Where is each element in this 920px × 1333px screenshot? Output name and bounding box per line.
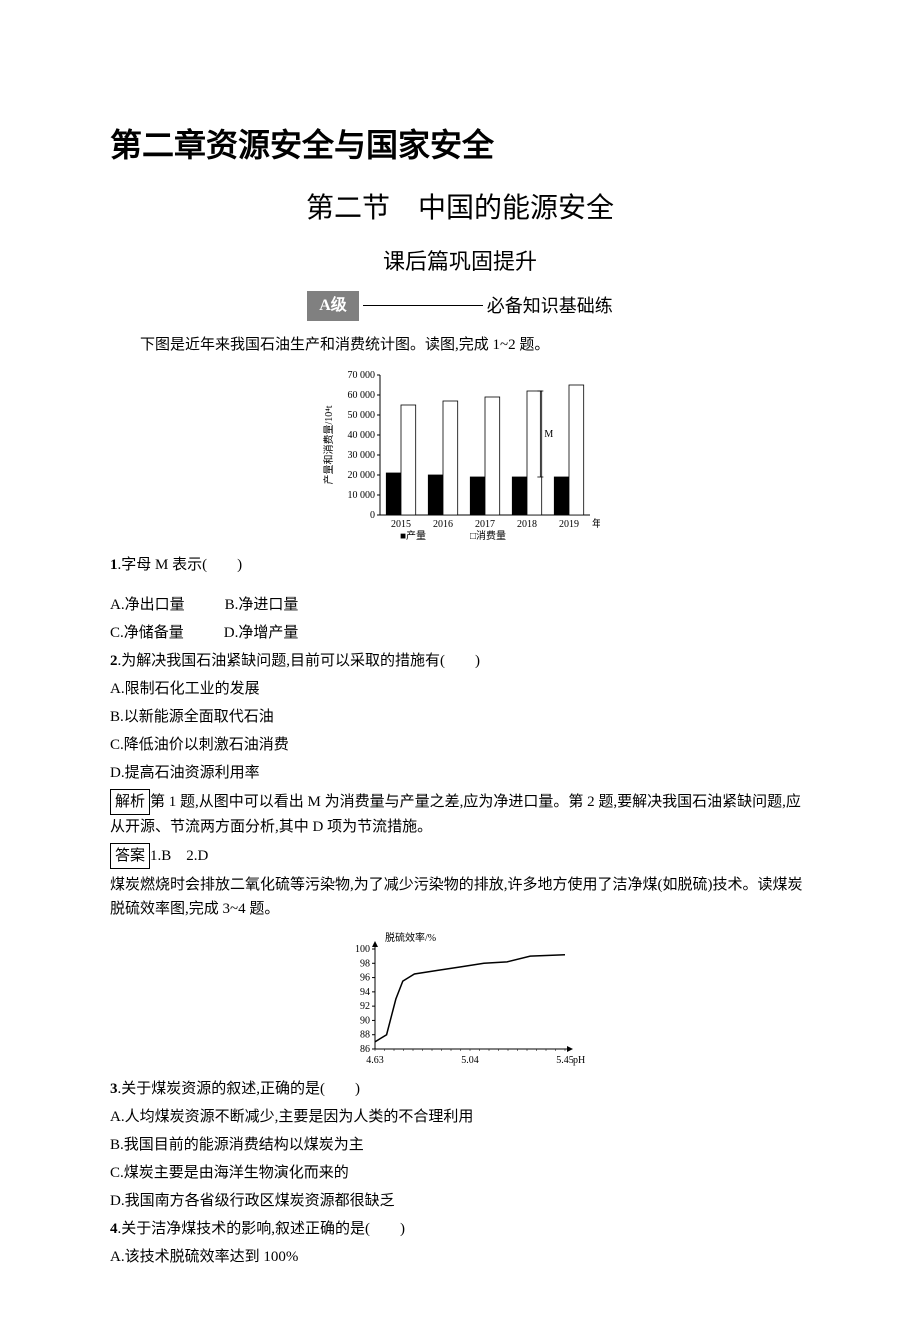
svg-text:□消费量: □消费量 (470, 529, 506, 542)
chart-2-container: 脱硫效率/% 86 88 90 92 94 96 98 100 4.63 5.04 5.45pH (110, 929, 810, 1069)
option-3a: A.人均煤炭资源不断减少,主要是因为人类的不合理利用 (110, 1105, 810, 1129)
svg-text:年份: 年份 (592, 517, 600, 530)
svg-text:2018: 2018 (517, 519, 537, 530)
question-3-text: .关于煤炭资源的叙述,正确的是( ) (118, 1081, 361, 1097)
svg-text:92: 92 (360, 1001, 370, 1012)
svg-text:100: 100 (355, 944, 370, 955)
svg-text:5.45: 5.45 (556, 1055, 574, 1066)
svg-text:5.04: 5.04 (461, 1055, 479, 1066)
svg-text:2017: 2017 (475, 519, 495, 530)
svg-text:50 000: 50 000 (348, 410, 376, 421)
svg-text:60 000: 60 000 (348, 390, 376, 401)
chapter-title: 第二章资源安全与国家安全 (110, 120, 810, 171)
question-4: 4.关于洁净煤技术的影响,叙述正确的是( ) (110, 1217, 810, 1241)
question-3: 3.关于煤炭资源的叙述,正确的是( ) (110, 1077, 810, 1101)
svg-text:40 000: 40 000 (348, 430, 376, 441)
answer-1-text: 1.B 2.D (150, 848, 208, 864)
intro-text-1: 下图是近年来我国石油生产和消费统计图。读图,完成 1~2 题。 (110, 333, 810, 357)
svg-text:90: 90 (360, 1015, 370, 1026)
svg-text:2015: 2015 (391, 519, 411, 530)
svg-text:脱硫效率/%: 脱硫效率/% (385, 931, 436, 944)
question-1-number: 1 (110, 557, 118, 573)
level-badge: A级 (307, 291, 359, 321)
svg-text:20 000: 20 000 (348, 470, 376, 481)
svg-text:96: 96 (360, 972, 370, 983)
svg-text:10 000: 10 000 (348, 490, 376, 501)
intro-text-2: 煤炭燃烧时会排放二氧化硫等污染物,为了减少污染物的排放,许多地方使用了洁净煤(如… (110, 873, 810, 921)
bar-chart: 产量和消费量/10⁴t 0 10 000 20 000 30 000 40 000 50 0… (320, 365, 600, 545)
question-1: 1.字母 M 表示( ) (110, 553, 810, 577)
svg-text:pH: pH (573, 1055, 585, 1066)
svg-text:2016: 2016 (433, 519, 453, 530)
svg-text:88: 88 (360, 1029, 370, 1040)
analysis-1-text: 第 1 题,从图中可以看出 M 为消费量与产量之差,应为净进口量。第 2 题,要… (110, 794, 801, 835)
option-3b: B.我国目前的能源消费结构以煤炭为主 (110, 1133, 810, 1157)
question-1-options-row-2: C.净储备量 D.净增产量 (110, 621, 810, 645)
option-3c: C.煤炭主要是由海洋生物演化而来的 (110, 1161, 810, 1185)
subsection-title: 课后篇巩固提升 (110, 244, 810, 279)
question-2: 2.为解决我国石油紧缺问题,目前可以采取的措施有( ) (110, 649, 810, 673)
option-2d: D.提高石油资源利用率 (110, 761, 810, 785)
level-bar: A级 必备知识基础练 (110, 291, 810, 321)
question-4-text: .关于洁净煤技术的影响,叙述正确的是( ) (118, 1221, 406, 1237)
line-chart: 脱硫效率/% 86 88 90 92 94 96 98 100 4.63 5.04 5.45pH (330, 929, 590, 1069)
svg-text:70 000: 70 000 (348, 370, 376, 381)
level-text: 必备知识基础练 (487, 292, 613, 321)
chart-1-container: 产量和消费量/10⁴t 0 10 000 20 000 30 000 40 000 50 0… (110, 365, 810, 545)
analysis-label: 解析 (110, 789, 150, 815)
option-4a: A.该技术脱硫效率达到 100% (110, 1245, 810, 1269)
question-2-text: .为解决我国石油紧缺问题,目前可以采取的措施有( ) (118, 653, 481, 669)
question-4-number: 4 (110, 1221, 118, 1237)
analysis-1: 解析第 1 题,从图中可以看出 M 为消费量与产量之差,应为净进口量。第 2 题… (110, 789, 810, 839)
svg-text:0: 0 (370, 510, 375, 521)
question-1-text: .字母 M 表示( ) (118, 557, 243, 573)
answer-label: 答案 (110, 843, 150, 869)
option-3d: D.我国南方各省级行政区煤炭资源都很缺乏 (110, 1189, 810, 1213)
svg-text:94: 94 (360, 987, 370, 998)
svg-text:4.63: 4.63 (366, 1055, 384, 1066)
svg-text:■产量: ■产量 (400, 529, 426, 542)
option-2a: A.限制石化工业的发展 (110, 677, 810, 701)
question-3-number: 3 (110, 1081, 118, 1097)
option-1b: B.净进口量 (225, 593, 299, 617)
question-2-number: 2 (110, 653, 118, 669)
svg-text:M: M (544, 429, 553, 440)
option-2c: C.降低油价以刺激石油消费 (110, 733, 810, 757)
option-1a: A.净出口量 (110, 593, 185, 617)
question-1-options-row-1: A.净出口量 B.净进口量 (110, 593, 810, 617)
svg-text:30 000: 30 000 (348, 450, 376, 461)
option-1c: C.净储备量 (110, 621, 184, 645)
svg-text:98: 98 (360, 958, 370, 969)
svg-text:2019: 2019 (559, 519, 579, 530)
option-1d: D.净增产量 (224, 621, 299, 645)
svg-text:产量和消费量/10⁴t: 产量和消费量/10⁴t (322, 405, 335, 484)
svg-text:86: 86 (360, 1044, 370, 1055)
answer-1: 答案1.B 2.D (110, 843, 810, 869)
option-2b: B.以新能源全面取代石油 (110, 705, 810, 729)
level-line (363, 305, 483, 306)
section-title: 第二节 中国的能源安全 (110, 187, 810, 232)
